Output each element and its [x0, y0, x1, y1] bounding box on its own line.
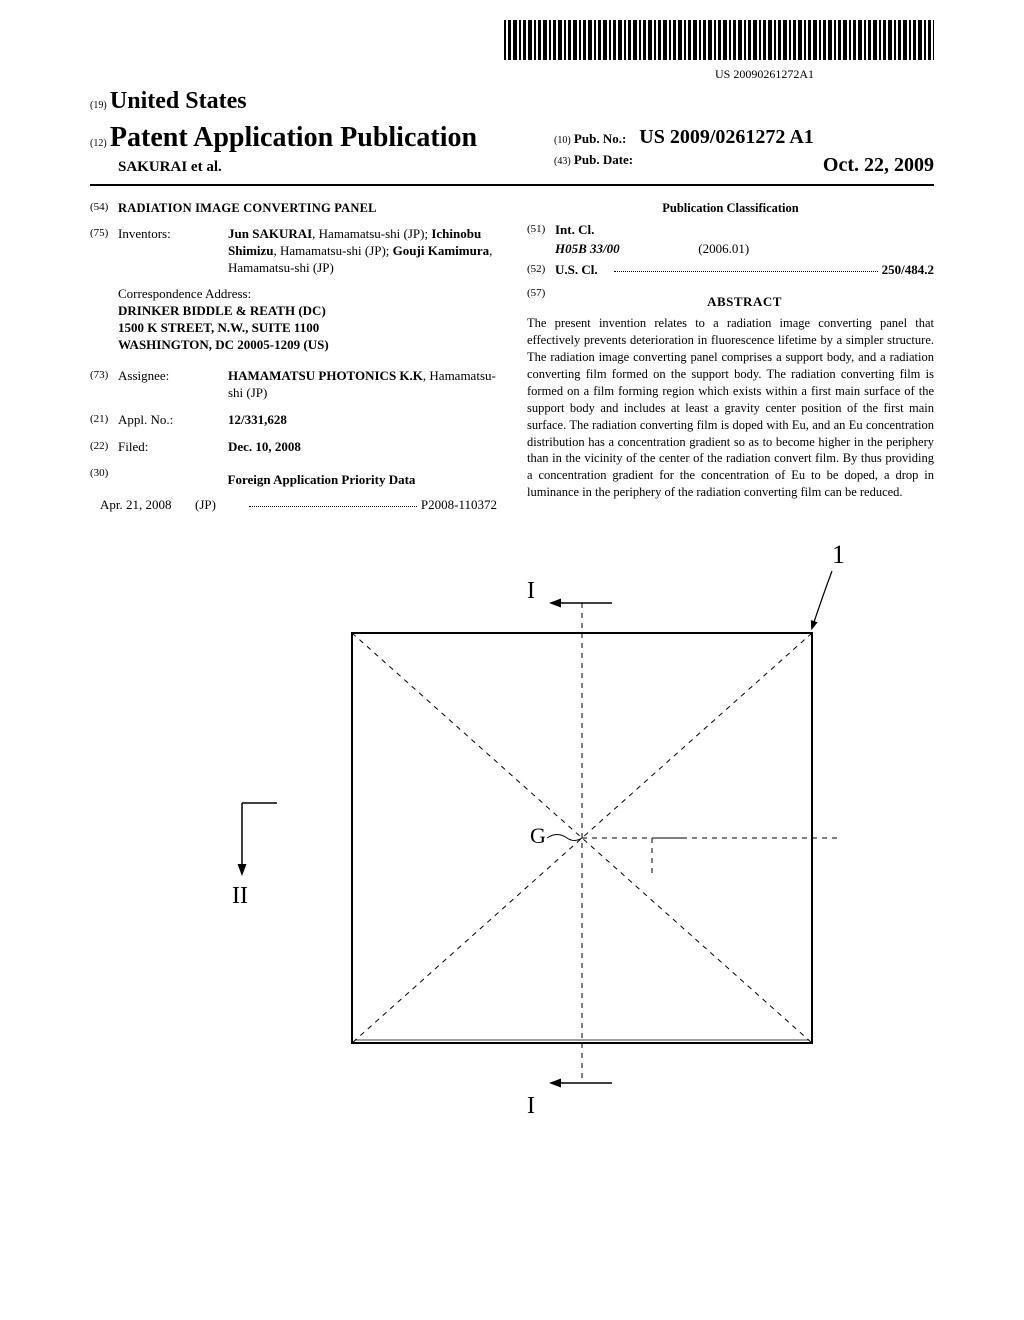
figure-g-leader	[547, 835, 582, 841]
code-19: (19)	[90, 100, 107, 111]
header-divider	[90, 184, 934, 186]
inventor-1-rest: , Hamamatsu-shi (JP);	[312, 226, 431, 241]
barcode-region: US 20090261272A1	[90, 20, 934, 82]
figure-label-i-bottom: I	[527, 1093, 535, 1119]
pubno-label: Pub. No.:	[574, 131, 626, 146]
inventors-label: Inventors:	[118, 226, 228, 277]
abstract-header: ABSTRACT	[555, 294, 934, 311]
foreign-date: Apr. 21, 2008	[100, 497, 195, 514]
code-10: (10)	[554, 135, 571, 146]
inventor-3-name: Gouji Kamimura	[393, 243, 489, 258]
figure-svg: G I I II 1	[132, 543, 892, 1123]
correspondence-line-3: WASHINGTON, DC 20005-1209 (US)	[118, 337, 497, 354]
code-54: (54)	[90, 200, 118, 216]
foreign-priority-row: Apr. 21, 2008 (JP) P2008-110372	[100, 497, 497, 514]
left-column: (54) RADIATION IMAGE CONVERTING PANEL (7…	[90, 200, 497, 514]
publication-classification-header: Publication Classification	[527, 200, 934, 216]
pubdate-label: Pub. Date:	[574, 152, 633, 167]
right-column: Publication Classification (51) Int. Cl.…	[527, 200, 934, 514]
correspondence-address: Correspondence Address: DRINKER BIDDLE &…	[118, 286, 497, 354]
intcl-year: (2006.01)	[698, 241, 749, 256]
code-73: (73)	[90, 368, 118, 402]
figure-label-ii: II	[232, 883, 248, 909]
uscl-value: 250/484.2	[882, 262, 934, 279]
inventor-1-name: Jun SAKURAI	[228, 226, 312, 241]
publication-type: Patent Application Publication	[110, 122, 477, 153]
intcl-row: H05B 33/00 (2006.01)	[555, 241, 934, 258]
country: United States	[110, 88, 247, 114]
code-30: (30)	[90, 466, 118, 495]
filed-label: Filed:	[118, 439, 228, 456]
figure-label-g: G	[530, 823, 546, 848]
dotted-leader	[614, 262, 878, 272]
code-52: (52)	[527, 262, 555, 279]
code-51: (51)	[527, 222, 555, 239]
code-21: (21)	[90, 412, 118, 429]
invention-title: RADIATION IMAGE CONVERTING PANEL	[118, 200, 377, 216]
bibliographic-columns: (54) RADIATION IMAGE CONVERTING PANEL (7…	[90, 200, 934, 514]
assignee-label: Assignee:	[118, 368, 228, 402]
uscl-label: U.S. Cl.	[555, 262, 610, 279]
application-number: 12/331,628	[228, 412, 497, 429]
code-22: (22)	[90, 439, 118, 456]
inventor-2-rest: , Hamamatsu-shi (JP);	[274, 243, 393, 258]
correspondence-line-2: 1500 K STREET, N.W., SUITE 1100	[118, 320, 497, 337]
figure-ref-leader	[812, 571, 832, 628]
foreign-app-number: P2008-110372	[421, 497, 497, 514]
foreign-priority-header: Foreign Application Priority Data	[146, 472, 497, 489]
publication-date: Oct. 22, 2009	[823, 152, 934, 178]
barcode-graphic	[504, 20, 934, 60]
code-12: (12)	[90, 138, 107, 149]
assignee-value: HAMAMATSU PHOTONICS K.K, Hamamatsu-shi (…	[228, 368, 497, 402]
filed-date: Dec. 10, 2008	[228, 439, 497, 456]
authors-line: SAKURAI et al.	[118, 158, 554, 178]
figure-region: G I I II 1	[90, 543, 934, 1143]
figure-inner-bracket	[652, 838, 687, 873]
dotted-leader	[249, 497, 417, 507]
foreign-country: (JP)	[195, 497, 245, 514]
barcode-number: US 20090261272A1	[90, 67, 934, 83]
uscl-row: (52) U.S. Cl. 250/484.2	[527, 262, 934, 279]
publication-number: US 2009/0261272 A1	[639, 126, 813, 148]
code-75: (75)	[90, 226, 118, 277]
document-header: (19) United States (12) Patent Applicati…	[90, 86, 934, 177]
intcl-label: Int. Cl.	[555, 222, 594, 239]
assignee-name: HAMAMATSU PHOTONICS K.K	[228, 368, 423, 383]
inventors-list: Jun SAKURAI, Hamamatsu-shi (JP); Ichinob…	[228, 226, 497, 277]
figure-label-i-top: I	[527, 578, 535, 604]
code-43: (43)	[554, 156, 571, 167]
intcl-code: H05B 33/00	[555, 241, 695, 258]
correspondence-line-1: DRINKER BIDDLE & REATH (DC)	[118, 303, 497, 320]
correspondence-label: Correspondence Address:	[118, 286, 497, 303]
code-57: (57)	[527, 286, 555, 315]
applno-label: Appl. No.:	[118, 412, 228, 429]
abstract-text: The present invention relates to a radia…	[527, 315, 934, 501]
figure-label-1: 1	[832, 543, 845, 569]
